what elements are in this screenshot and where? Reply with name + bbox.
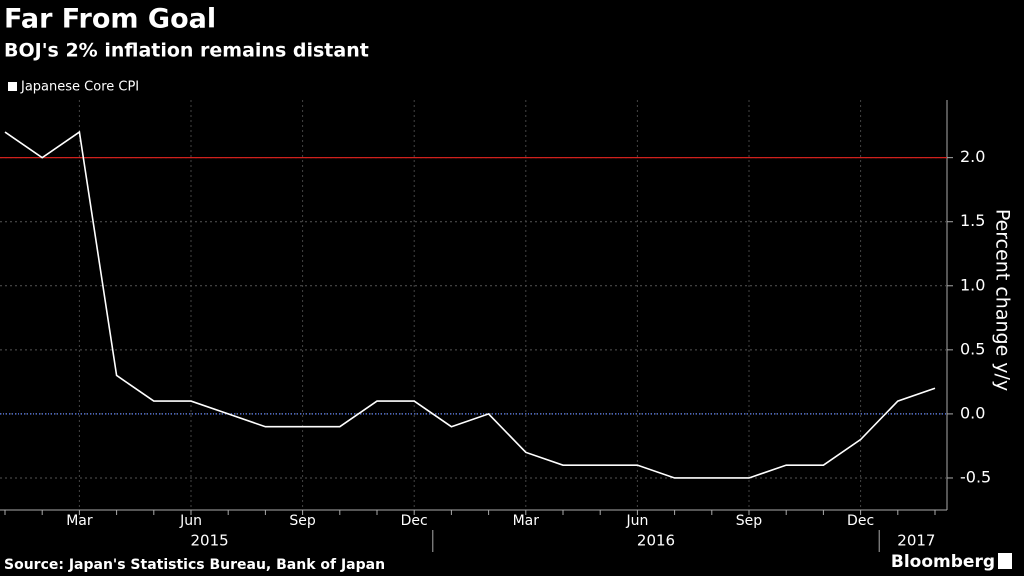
x-tick-label: Mar (66, 513, 93, 529)
x-tick-label: Dec (847, 513, 874, 529)
y-axis-label: Percent change y/y (992, 209, 1014, 391)
y-tick-label: 0.5 (960, 339, 985, 358)
x-tick-label: Dec (401, 513, 428, 529)
x-tick-label: Jun (625, 513, 648, 529)
brand-icon (998, 553, 1012, 569)
x-tick-label: Jun (179, 513, 202, 529)
line-series (4, 130, 936, 479)
y-tick-label: 1.5 (960, 211, 985, 230)
y-tick-label: -0.5 (960, 467, 991, 486)
x-tick-label: Sep (736, 513, 763, 529)
brand: Bloomberg (891, 552, 995, 572)
year-label: 2017 (897, 532, 935, 550)
x-tick-label: Sep (289, 513, 316, 529)
legend-swatch (8, 82, 17, 91)
x-tick-label: Mar (513, 513, 540, 529)
y-tick-label: 1.0 (960, 275, 985, 294)
chart-title: Far From Goal (4, 4, 216, 35)
y-tick-label: 0.0 (960, 403, 985, 422)
year-label: 2016 (637, 532, 675, 550)
chart-subtitle: BOJ's 2% inflation remains distant (4, 40, 369, 62)
y-tick-label: 2.0 (960, 147, 985, 166)
legend-label: Japanese Core CPI (20, 80, 139, 95)
source: Source: Japan's Statistics Bureau, Bank … (4, 557, 385, 573)
year-label: 2015 (191, 532, 229, 550)
